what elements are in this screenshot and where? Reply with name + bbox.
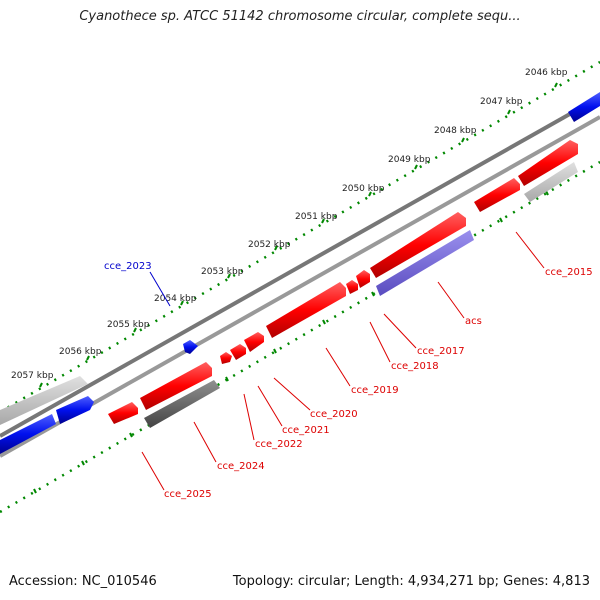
gene-label-cce-2024[interactable]: cce_2024 (217, 461, 265, 472)
backbone-outer (0, 95, 600, 438)
gene-label-cce-2022[interactable]: cce_2022 (255, 439, 303, 450)
gene-label-cce-2021[interactable]: cce_2021 (282, 425, 330, 436)
feature-rna-acs[interactable] (376, 230, 474, 296)
feature-light-gray[interactable] (524, 162, 578, 202)
map-title: Cyanothece sp. ATCC 51142 chromosome cir… (79, 9, 521, 24)
gene-cce-2017-arrow[interactable] (356, 270, 370, 288)
outer-scale-ring (0, 60, 600, 414)
kbp-label: 2056 kbp (59, 347, 102, 357)
gene-label-cce-2020[interactable]: cce_2020 (310, 409, 358, 420)
kbp-label: 2052 kbp (248, 240, 291, 250)
gene-arrow-blue-small[interactable] (183, 340, 198, 354)
gene-label-cce-2019[interactable]: cce_2019 (351, 385, 399, 396)
gene-cce-2018-arrow[interactable] (346, 280, 358, 294)
accession-text: Accession: NC_010546 (9, 574, 157, 589)
gene-label-cce-2017[interactable]: cce_2017 (417, 346, 465, 357)
gene-labels: cce_2023 cce_2015 acs cce_2017 cce_2018 … (104, 261, 593, 500)
gene-arrow-gray[interactable] (0, 376, 88, 425)
scale-labels: 2046 kbp 2047 kbp 2048 kbp 2049 kbp 2050… (11, 68, 568, 381)
gene-arrow-blue[interactable] (56, 396, 94, 424)
gene-cce-2022-arrow[interactable] (220, 352, 232, 364)
gene-cce-2020-arrow[interactable] (244, 332, 264, 352)
backbone-inner (0, 115, 600, 458)
kbp-label: 2054 kbp (154, 294, 197, 304)
gene-cce-2019-arrow[interactable] (266, 282, 346, 338)
leader-lines (141, 231, 545, 491)
gene-cce-2025-arrow[interactable] (108, 402, 138, 424)
kbp-label: 2057 kbp (11, 371, 54, 381)
kbp-label: 2047 kbp (480, 97, 523, 107)
outer-major-ticks (39, 82, 558, 388)
gene-acs-arrow[interactable] (370, 212, 466, 278)
gene-cce-2021-arrow[interactable] (230, 344, 246, 360)
gene-label-cce-2025[interactable]: cce_2025 (164, 489, 212, 500)
gene-label-cce-2015[interactable]: cce_2015 (545, 267, 593, 278)
gene-cce-2016-arrow[interactable] (474, 178, 520, 212)
kbp-label: 2053 kbp (201, 267, 244, 277)
kbp-label: 2055 kbp (107, 320, 150, 330)
kbp-label: 2049 kbp (388, 155, 431, 165)
feature-dark-gray[interactable] (144, 380, 220, 428)
gene-label-acs[interactable]: acs (465, 316, 482, 327)
gene-label-cce-2018[interactable]: cce_2018 (391, 361, 439, 372)
kbp-label: 2048 kbp (434, 126, 477, 136)
gene-cce-2024-arrow[interactable] (140, 362, 212, 410)
gene-label-cce-2023[interactable]: cce_2023 (104, 261, 152, 272)
kbp-label: 2050 kbp (342, 184, 385, 194)
gene-arrow-blue[interactable] (0, 414, 56, 454)
gene-arrow-blue[interactable] (568, 92, 600, 122)
gene-cce-2015-arrow[interactable] (518, 140, 578, 186)
topology-summary: Topology: circular; Length: 4,934,271 bp… (232, 574, 590, 589)
kbp-label: 2046 kbp (525, 68, 568, 78)
kbp-label: 2051 kbp (295, 212, 338, 222)
